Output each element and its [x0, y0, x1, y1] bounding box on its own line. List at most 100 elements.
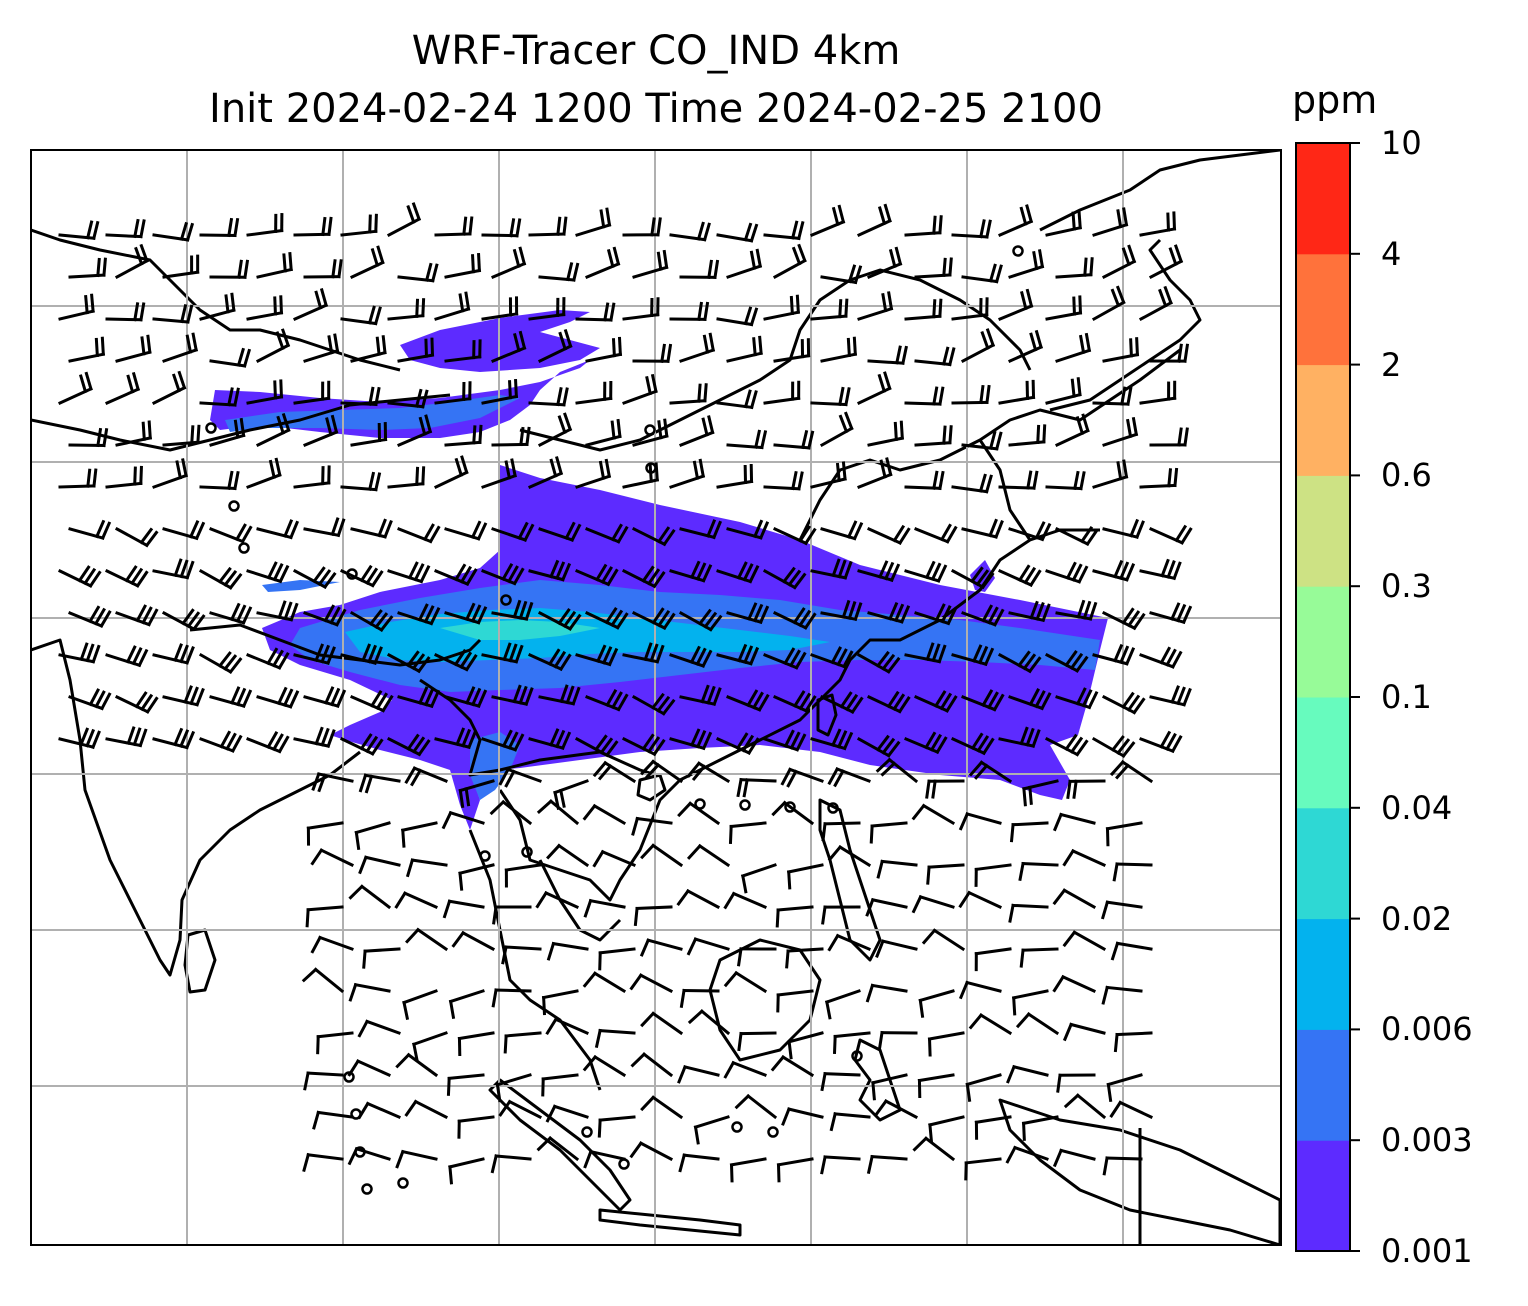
wind-barb — [528, 216, 568, 237]
wind-barb — [726, 602, 770, 625]
wind-barb — [1063, 1093, 1107, 1120]
plume-upper-core — [225, 395, 520, 432]
colorbar — [1295, 142, 1360, 1252]
wind-barb — [209, 417, 246, 447]
wind-barb — [951, 219, 992, 239]
wind-barb — [640, 1011, 684, 1036]
wind-barb — [1022, 779, 1059, 807]
wind-barb — [537, 329, 573, 364]
wind-barb — [867, 601, 911, 624]
colorbar-tick-label: 0.04 — [1381, 788, 1453, 827]
wind-barb — [763, 647, 807, 670]
wind-barb — [786, 863, 824, 890]
wind-barb — [1109, 759, 1154, 784]
wind-barb — [1052, 812, 1096, 832]
wind-barb — [961, 263, 1003, 284]
wind-barb — [1113, 1031, 1153, 1053]
wind-barb — [914, 257, 953, 279]
wind-barb — [857, 203, 892, 237]
colorbar-tick-label: 10 — [1381, 124, 1422, 162]
calm-wind-marker — [361, 1183, 373, 1195]
wind-barb — [820, 1155, 861, 1175]
borneo — [708, 938, 822, 1062]
wind-barb — [869, 821, 908, 844]
wind-barb — [632, 418, 669, 447]
wind-barb — [726, 429, 768, 450]
wind-barb — [68, 257, 107, 279]
wind-barb — [357, 1101, 401, 1120]
wind-barb — [492, 905, 532, 925]
colorbar-tick-label: 0.001 — [1381, 1232, 1473, 1270]
wind-barb — [582, 971, 627, 994]
wind-barb — [1015, 1012, 1060, 1036]
wind-barb — [481, 378, 519, 405]
wind-barb — [585, 246, 621, 279]
wind-barb — [537, 412, 573, 448]
calm-wind-marker — [827, 802, 839, 814]
wind-barb — [914, 603, 958, 626]
wind-barb — [904, 560, 948, 583]
wind-barb — [152, 643, 195, 665]
colorbar-tick-label: 0.1 — [1381, 678, 1432, 716]
wind-barb — [310, 935, 354, 954]
wind-barb — [348, 982, 391, 1002]
wind-barb — [904, 386, 945, 406]
wind-barb — [677, 1064, 720, 1084]
wind-barb — [865, 983, 908, 1003]
wind-barb — [1139, 558, 1182, 581]
wind-barb — [961, 689, 1005, 712]
wind-barb — [115, 420, 153, 447]
wind-barb — [575, 644, 619, 667]
wind-barb — [310, 848, 355, 868]
wind-barb — [622, 217, 662, 237]
wind-barb — [400, 821, 438, 848]
wind-barb — [810, 558, 853, 580]
wind-barb — [772, 607, 817, 630]
wind-barb — [246, 295, 284, 321]
wind-barb — [1045, 561, 1089, 584]
wind-barb — [974, 947, 1012, 972]
wind-barb — [491, 330, 527, 363]
wind-barb — [785, 947, 824, 969]
wind-barb — [350, 245, 385, 279]
wind-barb — [1148, 244, 1184, 280]
wind-barb — [1055, 599, 1098, 621]
wind-barb — [773, 690, 817, 713]
wind-barb — [951, 473, 993, 494]
wind-barb — [679, 259, 720, 280]
wind-barb — [866, 1154, 908, 1175]
wind-barb — [904, 731, 948, 755]
wind-barb — [545, 1104, 589, 1123]
wind-barb — [68, 605, 112, 628]
taiwan — [816, 693, 838, 737]
wind-barb — [904, 298, 943, 321]
wind-barb — [57, 565, 102, 588]
wind-barb — [679, 988, 720, 1009]
wind-barb — [404, 1099, 449, 1120]
wind-barb — [303, 1071, 344, 1091]
wind-barb — [575, 380, 613, 405]
wind-barb — [677, 801, 721, 826]
wind-barb — [58, 642, 101, 664]
colorbar-segment — [1296, 586, 1350, 698]
wind-barb — [306, 821, 344, 846]
wind-barb — [303, 414, 339, 447]
wind-barb — [481, 296, 519, 321]
wind-barb — [481, 458, 517, 489]
wind-barbs-layer — [57, 202, 1193, 1195]
colorbar-segment — [1296, 364, 1350, 476]
wind-barb — [444, 602, 488, 625]
wind-barb — [1139, 467, 1179, 489]
wind-barb — [458, 863, 495, 891]
wind-barb — [1056, 1073, 1096, 1093]
wind-barb — [763, 220, 805, 241]
wind-barb — [734, 1093, 778, 1120]
wind-barb — [856, 734, 901, 758]
wind-barb — [387, 466, 426, 489]
wind-barb — [950, 566, 995, 590]
wind-barb — [1008, 329, 1044, 363]
wind-barb — [347, 1059, 391, 1077]
wind-barb — [669, 383, 708, 405]
wind-barb — [448, 989, 485, 1020]
